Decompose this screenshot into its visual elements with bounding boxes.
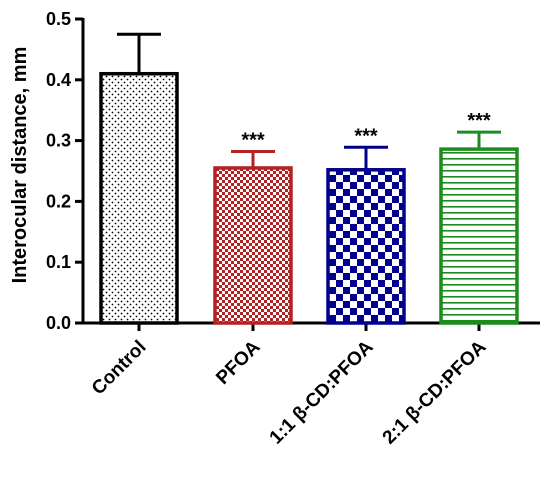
category-label: 2:1 β-CD:PFOA	[379, 336, 491, 448]
category-label: Control	[88, 337, 151, 400]
significance-label: ***	[241, 130, 265, 152]
bar	[213, 166, 293, 325]
bar	[99, 71, 179, 325]
y-tick-label: 0.5	[46, 9, 71, 29]
y-tick-label: 0.3	[46, 131, 71, 151]
y-tick-label: 0.4	[46, 70, 71, 90]
bars	[99, 32, 519, 325]
y-axis-label: Interocular distance, mm	[9, 47, 31, 284]
y-tick-label: 0.1	[46, 252, 71, 272]
category-label: PFOA	[212, 336, 264, 388]
significance-label: ***	[467, 110, 491, 132]
bar	[326, 168, 406, 325]
y-tick-label: 0.0	[46, 313, 71, 333]
significance-label: ***	[354, 125, 378, 147]
bar	[439, 147, 519, 325]
y-tick-label: 0.2	[46, 191, 71, 211]
category-label: 1:1 β-CD:PFOA	[266, 336, 378, 448]
